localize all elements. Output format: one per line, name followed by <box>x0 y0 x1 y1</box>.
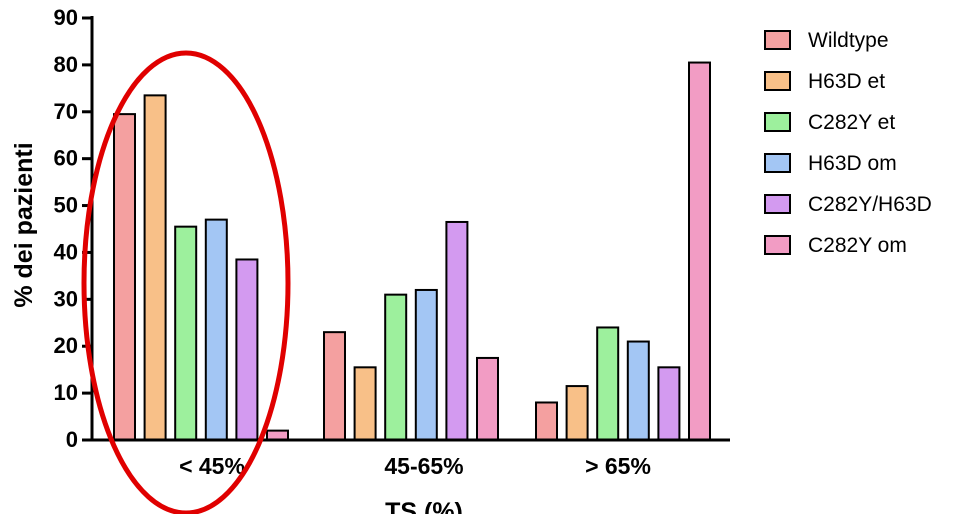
x-category-label: < 45% <box>179 453 245 479</box>
y-tick-label: 60 <box>54 146 78 171</box>
legend-item: H63D om <box>764 152 897 175</box>
legend-swatch <box>764 194 791 214</box>
bar <box>565 385 589 442</box>
bar <box>174 225 198 441</box>
bar <box>143 94 167 441</box>
y-tick-label: 90 <box>54 5 78 30</box>
y-axis-title: % dei pazienti <box>10 142 38 307</box>
bar <box>113 113 136 441</box>
legend-label: Wildtype <box>808 29 889 52</box>
bar <box>626 340 650 441</box>
bar <box>535 401 558 442</box>
legend-swatch <box>764 153 791 173</box>
legend-swatch <box>764 112 791 132</box>
legend-item: C282Y/H63D <box>764 193 932 216</box>
x-category-label: > 65% <box>585 453 651 479</box>
bar <box>596 326 620 442</box>
bar <box>384 293 408 441</box>
x-category-label: 45-65% <box>384 453 463 479</box>
y-tick-label: 10 <box>54 380 78 405</box>
bar <box>235 258 259 441</box>
legend-label: H63D et <box>808 70 885 93</box>
bar <box>414 288 438 442</box>
bars-layer <box>113 61 711 442</box>
bar <box>204 218 228 441</box>
bar <box>476 356 499 442</box>
bar <box>323 331 346 441</box>
bar <box>657 366 681 442</box>
legend-label: H63D om <box>808 152 897 175</box>
y-tick-label: 70 <box>54 99 78 124</box>
y-tick-label: 40 <box>54 239 78 264</box>
legend-item: Wildtype <box>764 29 889 52</box>
bar <box>688 61 711 442</box>
y-tick-label: 50 <box>54 193 78 218</box>
x-category-labels: < 45% 45-65% > 65% <box>179 453 651 479</box>
bar <box>445 220 469 441</box>
legend-item: C282Y om <box>764 234 907 257</box>
y-tick-label: 80 <box>54 52 78 77</box>
legend: Wildtype H63D et C282Y et H63D om C282Y/H63D… <box>764 29 932 257</box>
x-axis-title: TS (%) <box>385 498 463 514</box>
legend-item: H63D et <box>764 70 885 93</box>
legend-label: C282Y/H63D <box>808 193 932 216</box>
bar <box>353 366 377 442</box>
legend-swatch <box>764 30 791 50</box>
legend-label: C282Y et <box>808 111 895 134</box>
y-tick-label: 20 <box>54 333 78 358</box>
legend-swatch <box>764 71 791 91</box>
y-tick-label: 0 <box>66 427 78 452</box>
y-tick-label: 30 <box>54 286 78 311</box>
legend-swatch <box>764 235 791 255</box>
y-ticks: 0 10 20 30 40 50 60 70 80 90 <box>54 5 92 452</box>
legend-item: C282Y et <box>764 111 895 134</box>
legend-label: C282Y om <box>808 234 907 257</box>
highlight-ellipse <box>81 50 291 514</box>
